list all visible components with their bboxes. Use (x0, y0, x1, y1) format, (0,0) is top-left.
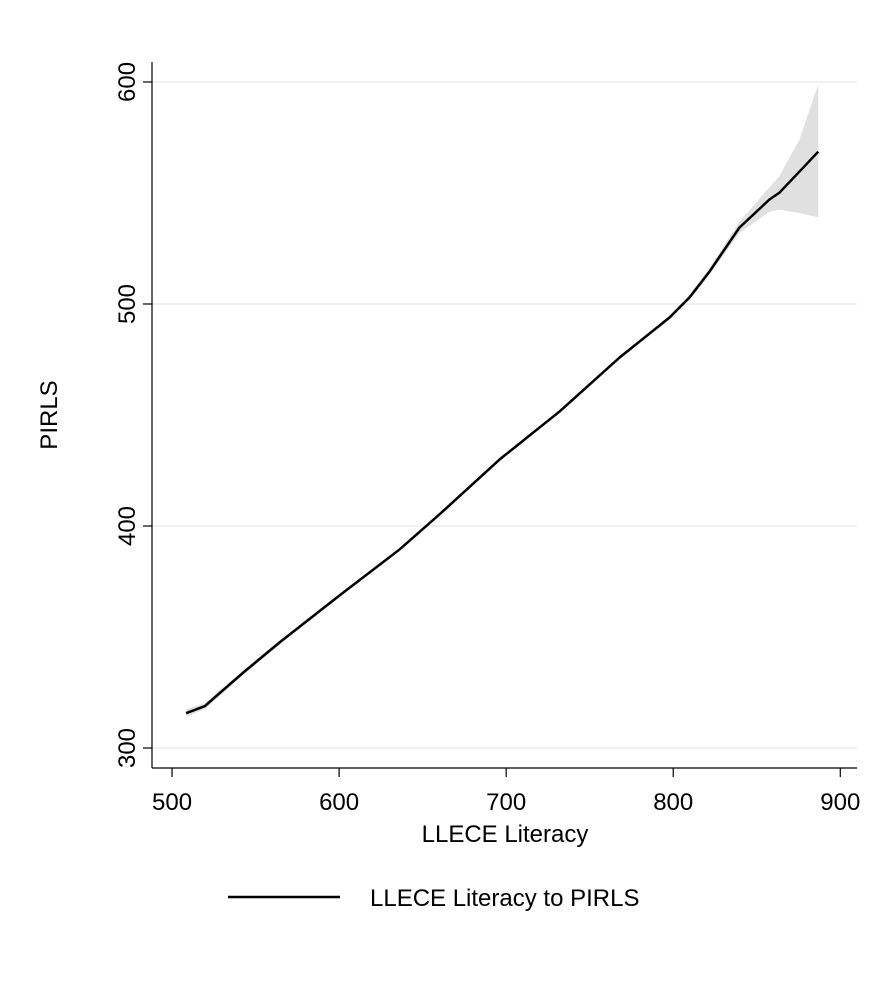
x-tick-label: 600 (319, 789, 359, 816)
y-tick-label: 300 (114, 728, 141, 768)
y-tick-label: 500 (114, 284, 141, 324)
x-tick-label: 800 (653, 789, 693, 816)
legend-label: LLECE Literacy to PIRLS (370, 885, 639, 912)
y-tick-label: 400 (114, 506, 141, 546)
x-axis-label: LLECE Literacy (422, 821, 589, 848)
x-tick-label: 700 (486, 789, 526, 816)
x-tick-label: 900 (820, 789, 860, 816)
data-line (185, 150, 820, 715)
x-tick-label: 500 (152, 789, 192, 816)
y-tick-label: 600 (114, 62, 141, 102)
y-axis-label: PIRLS (36, 380, 63, 449)
